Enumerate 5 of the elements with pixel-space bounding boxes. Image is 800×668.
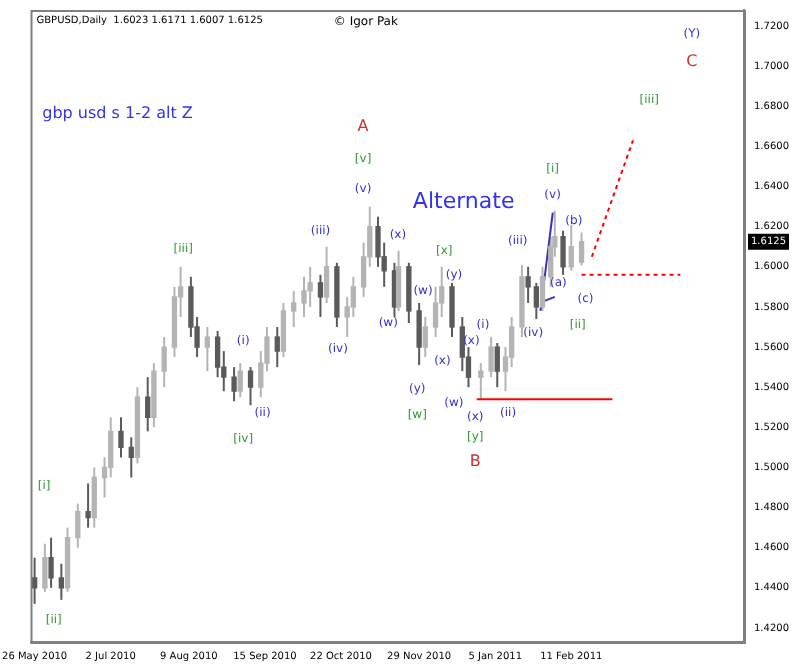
annotation: Alternate [412,188,515,215]
annotation: A [357,116,370,135]
annotation: C [686,52,699,71]
annotation: gbp usd s 1-2 alt Z [42,104,194,123]
annotation: B [469,451,481,470]
